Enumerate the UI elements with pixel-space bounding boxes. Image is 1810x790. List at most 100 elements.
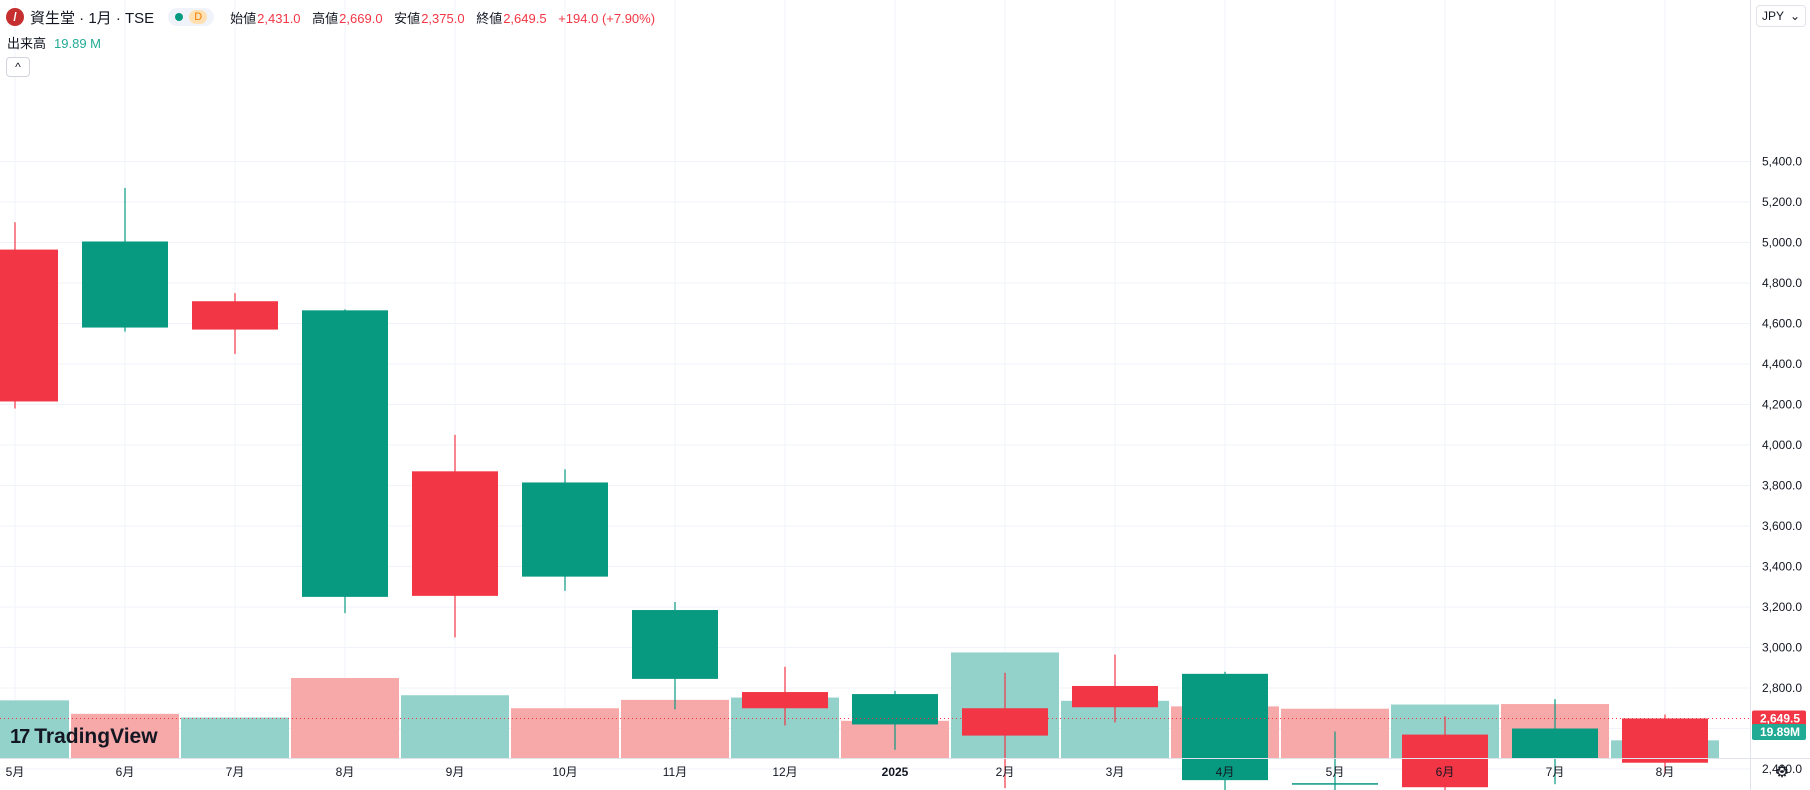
candle: [1512, 699, 1598, 785]
time-tick-label: 8月: [1656, 765, 1675, 779]
candle-body: [742, 692, 828, 709]
price-tick-label: 4,600.0: [1762, 317, 1802, 331]
currency-label: JPY: [1761, 9, 1784, 23]
candle: [1402, 716, 1488, 790]
tradingview-logo[interactable]: 17 TradingView: [10, 725, 158, 749]
shiseido-logo-icon: /: [6, 8, 24, 26]
candle: [1292, 731, 1378, 790]
volume-bar: [401, 695, 509, 758]
price-tick-label: 3,400.0: [1762, 560, 1802, 574]
time-tick-label: 9月: [446, 765, 465, 779]
price-tick-label: 3,800.0: [1762, 479, 1802, 493]
price-tick-label: 4,800.0: [1762, 276, 1802, 290]
low-label: 安値: [394, 10, 421, 26]
candles: [0, 187, 1708, 790]
candle-body: [302, 310, 388, 597]
candle: [0, 222, 58, 409]
candle: [742, 666, 828, 726]
candle-body: [0, 249, 58, 402]
candle: [82, 187, 168, 332]
candle-body: [1402, 734, 1488, 788]
candle: [962, 672, 1048, 789]
candle-body: [852, 694, 938, 725]
change-value: +194.0 (+7.90%): [558, 10, 656, 26]
candle-body: [412, 471, 498, 596]
volume-bar: [621, 699, 729, 758]
volume-label: 出来高: [7, 36, 47, 51]
time-tick-label: 8月: [336, 765, 355, 779]
open-value: 2,431.0: [257, 10, 301, 26]
candle-body: [1622, 718, 1708, 763]
ohlc-values: 始値2,431.0 高値2,669.0 安値2,375.0 終値2,649.5 …: [230, 8, 663, 27]
time-tick-label: 6月: [116, 765, 135, 779]
collapse-legend-button[interactable]: ^: [6, 57, 30, 77]
volume-bar: [511, 708, 619, 758]
candle: [852, 691, 938, 750]
market-open-dot-icon: [175, 13, 184, 21]
candle: [522, 469, 608, 591]
candle: [412, 434, 498, 638]
chevron-up-icon: ^: [15, 60, 21, 74]
candle-body: [522, 482, 608, 577]
close-value: 2,649.5: [503, 10, 547, 26]
candle-body: [192, 301, 278, 330]
time-tick-label: 3月: [1106, 765, 1125, 779]
candle-body: [1072, 685, 1158, 708]
volume-legend: 出来高 19.89 M: [7, 33, 101, 52]
candle: [1182, 671, 1268, 790]
delayed-badge: D: [189, 10, 208, 24]
last-price-label: 2,649.5: [1760, 711, 1800, 725]
time-tick-label: 7月: [226, 765, 245, 779]
candle-body: [1182, 673, 1268, 781]
price-tick-label: 4,200.0: [1762, 398, 1802, 412]
market-status-badge[interactable]: D: [168, 8, 215, 26]
legend-row: / 資生堂 · 1月 · TSE D 始値2,431.0 高値2,669.0 安…: [6, 6, 663, 28]
price-tick-label: 5,000.0: [1762, 236, 1802, 250]
high-label: 高値: [312, 10, 339, 26]
price-tick-label: 2,800.0: [1762, 681, 1802, 695]
volume-bar: [71, 713, 179, 758]
time-tick-label: 2025: [882, 765, 909, 779]
time-tick-label: 5月: [6, 765, 25, 779]
tradingview-mark-icon: 17: [10, 725, 30, 748]
volume-value: 19.89 M: [54, 36, 101, 51]
candle-body: [1512, 728, 1598, 759]
close-label: 終値: [476, 10, 503, 26]
currency-button[interactable]: JPY ⌄: [1756, 5, 1806, 27]
time-tick-label: 10月: [552, 765, 577, 779]
low-value: 2,375.0: [421, 10, 465, 26]
candle: [632, 601, 718, 710]
volume-bar: [181, 717, 289, 758]
time-tick-label: 2月: [996, 765, 1015, 779]
candle: [1072, 654, 1158, 723]
price-tick-label: 4,000.0: [1762, 438, 1802, 452]
high-value: 2,669.0: [339, 10, 383, 26]
settings-gear-icon[interactable]: ⚙: [1774, 764, 1790, 781]
candle: [192, 293, 278, 354]
candle: [1622, 714, 1708, 775]
candle: [302, 309, 388, 614]
candle-body: [962, 708, 1048, 736]
time-tick-label: 11月: [663, 765, 687, 779]
time-tick-label: 6月: [1436, 765, 1455, 779]
candle-body: [632, 610, 718, 679]
candle-body: [82, 241, 168, 328]
grid-lines: [0, 0, 1750, 770]
volume-bar: [0, 700, 69, 758]
chevron-down-icon: ⌄: [1789, 9, 1801, 23]
tradingview-logo-text: TradingView: [34, 725, 158, 748]
price-tick-label: 4,400.0: [1762, 357, 1802, 371]
open-label: 始値: [230, 10, 257, 26]
last-volume-tag: [1752, 724, 1806, 740]
price-tick-label: 3,000.0: [1762, 641, 1802, 655]
last-volume-label: 19.89M: [1760, 725, 1800, 739]
time-tick-label: 7月: [1546, 765, 1565, 779]
price-tick-label: 5,200.0: [1762, 195, 1802, 209]
candle-body: [1292, 783, 1378, 785]
price-tick-label: 5,400.0: [1762, 155, 1802, 169]
last-price-tag: [1752, 710, 1806, 727]
time-tick-label: 5月: [1326, 765, 1345, 779]
price-tick-label: 3,200.0: [1762, 600, 1802, 614]
symbol-title[interactable]: 資生堂 · 1月 · TSE: [30, 9, 155, 27]
